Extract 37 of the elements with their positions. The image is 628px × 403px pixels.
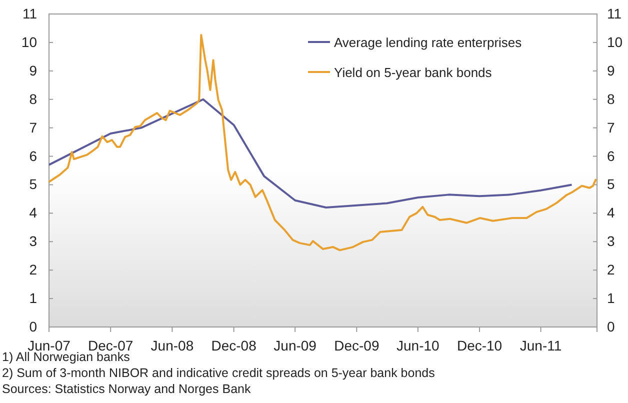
y-tick-label: 3: [29, 233, 38, 250]
y-tick-label: 9: [29, 62, 38, 78]
y-tick-label: 1: [29, 290, 38, 306]
y2-tick-label: 3: [607, 233, 615, 250]
y2-tick-label: 2: [607, 262, 615, 278]
text: 2) Sum of 3-month NIBOR and indicative credit spreads on 5-year bank bonds: [2, 366, 435, 380]
x-tick-label: Jun-09: [274, 337, 317, 354]
x-tick-label: Dec-08: [211, 337, 257, 354]
x-tick-label: Jun-11: [520, 337, 562, 354]
y-tick-label: 10: [21, 34, 38, 50]
line-series: [48, 34, 597, 252]
y-tick-label: 11: [22, 5, 38, 22]
y2-tick-label: 6: [607, 148, 615, 164]
source-note: Sources: Statistics Norway and Norges Bank: [2, 382, 252, 396]
y2-tick-label: 1: [607, 290, 615, 306]
y2-tick-label: 11: [607, 5, 622, 22]
x-tick-label: Dec-09: [334, 337, 380, 354]
y-tick-label: 0: [29, 318, 38, 334]
y2-tick-label: 0: [607, 318, 615, 334]
y2-tick-label: 4: [607, 204, 615, 221]
y-tick-label: 8: [29, 90, 38, 107]
y-tick-label: 5: [29, 176, 38, 192]
legend-label: Yield on 5-year bank bonds: [334, 65, 492, 80]
x-tick-label: Jun-10: [396, 337, 440, 354]
y-tick-label: 6: [29, 148, 38, 164]
y-tick-label: 2: [29, 262, 38, 278]
x-tick-label: Dec-10: [456, 337, 502, 354]
y2-tick-label: 7: [607, 119, 615, 136]
y2-tick-label: 8: [607, 90, 615, 107]
y2-tick-label: 10: [607, 34, 623, 50]
legend-label: Average lending rate enterprises: [334, 35, 522, 50]
x-tick-label: Jun-08: [150, 337, 194, 354]
y2-tick-label: 5: [607, 176, 615, 192]
y2-tick-label: 9: [607, 62, 615, 78]
y-tick-label: 7: [29, 119, 38, 136]
y-tick-label: 4: [29, 204, 38, 221]
line-series: [48, 98, 573, 208]
